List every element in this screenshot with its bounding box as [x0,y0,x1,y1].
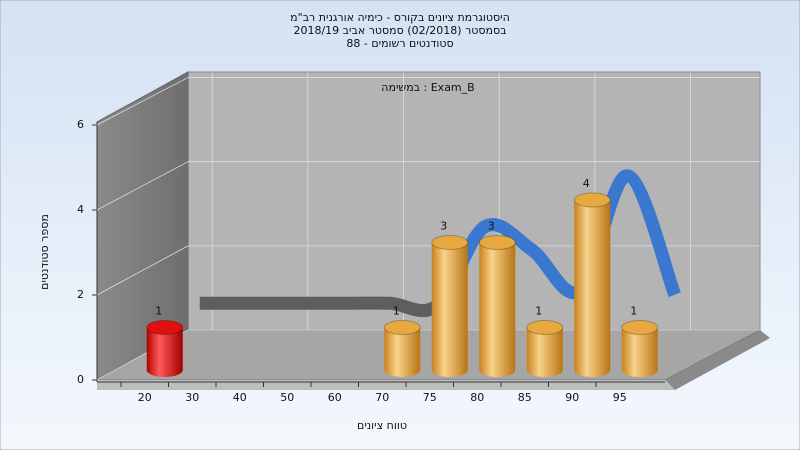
bar [621,327,658,370]
bar-top [573,192,611,208]
x-tick-label: 30 [185,391,199,404]
y-axis-label: מספר סטודנטים [38,214,51,290]
x-tick-label: 90 [565,391,579,404]
title-line: בסמסטר (02/2018) סמסטר אביב 2018/19 [293,24,506,37]
x-axis-label: טווח ציונים [357,419,407,432]
x-tick-label: 85 [518,391,532,404]
value-label: 1 [535,305,542,318]
bar [431,242,468,370]
bar-top [478,235,516,250]
value-label: 3 [488,220,495,233]
title-line: סטודנטים רשומים - 88 [346,37,453,50]
bar-top [526,320,564,335]
x-tick-label: 95 [613,391,627,404]
x-tick-label: 75 [423,391,437,404]
bar [574,200,611,370]
bar-top [146,320,184,335]
title-line: היסטוגרמת ציונים בקורס - כימיה אורגנית ר… [290,11,510,24]
x-tick-label: 40 [233,391,247,404]
x-tick-label: 50 [280,391,294,404]
bar [146,327,183,370]
bar-top [621,320,659,335]
subtitle: במשימה : Exam_B [381,81,474,94]
grid-line [96,245,189,296]
value-label: 3 [440,220,447,233]
bar [526,327,563,370]
value-label: 1 [630,305,637,318]
value-label: 4 [583,177,590,190]
x-tick-label: 20 [138,391,152,404]
bar-top [431,235,469,250]
y-tick-label: 4 [77,203,84,216]
x-tick-label: 60 [328,391,342,404]
y-tick-label: 0 [77,373,84,386]
grid-line [96,161,189,211]
floor-edge [665,330,770,390]
bar [479,242,516,370]
y-tick-label: 6 [77,118,84,131]
bar [384,327,421,370]
grid-line [96,77,189,126]
value-label: 1 [155,305,162,318]
value-label: 1 [393,305,400,318]
y-tick-label: 2 [77,288,84,301]
floor [96,329,761,381]
x-tick-label: 80 [470,391,484,404]
bar-top [383,320,421,335]
x-tick-label: 70 [375,391,389,404]
